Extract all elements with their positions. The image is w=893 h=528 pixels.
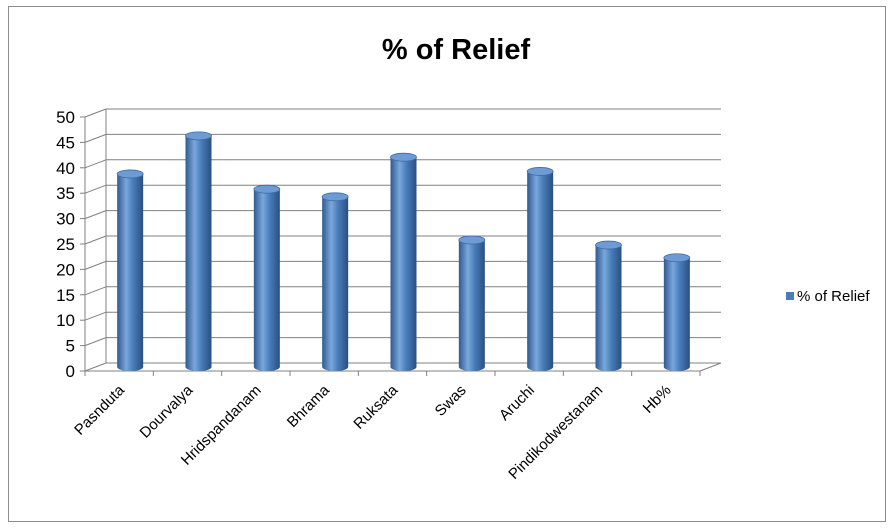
chart-frame: % of Relief 0 5 10 15 20 25 30 35 40 45 50 Pasnduta… <box>8 6 886 522</box>
x-tick-label: Swas <box>432 382 470 420</box>
chart-title: % of Relief <box>382 34 531 66</box>
x-tick-label: Dourvalya <box>137 381 197 441</box>
bar <box>116 169 144 371</box>
y-tick-label: 45 <box>56 133 75 152</box>
y-tick-label: 5 <box>66 337 75 356</box>
side-gridline <box>84 362 107 372</box>
bar-body <box>663 257 690 371</box>
bar-body <box>185 135 212 371</box>
bar <box>663 253 691 371</box>
bar-body <box>390 157 417 371</box>
y-tick-label: 50 <box>56 108 75 127</box>
side-gridline <box>84 337 107 347</box>
y-tick-label: 40 <box>56 159 75 178</box>
bar-top <box>458 235 486 245</box>
side-gridline <box>84 235 107 245</box>
bar-body <box>458 240 485 371</box>
side-gridline <box>84 286 107 296</box>
y-tick-label: 25 <box>56 235 75 254</box>
bar <box>526 167 554 371</box>
side-gridline <box>84 311 107 321</box>
x-tick-label: Hb% <box>640 382 675 417</box>
y-tick-label: 0 <box>66 362 75 381</box>
side-gridline <box>84 184 107 194</box>
bar-body <box>527 171 554 371</box>
y-tick-label: 10 <box>56 311 75 330</box>
side-gridline <box>84 159 107 169</box>
y-tick-label: 30 <box>56 210 75 229</box>
bar <box>595 240 622 371</box>
side-gridline <box>84 108 107 118</box>
y-tick-label: 15 <box>56 286 75 305</box>
y-tick-label: 35 <box>56 184 75 203</box>
bar-top <box>185 131 212 141</box>
axis-layer <box>80 116 722 376</box>
side-gridline <box>84 210 107 220</box>
x-tick-label: Ruksata <box>350 381 401 432</box>
bar-top <box>321 192 349 202</box>
bar <box>253 184 281 371</box>
x-tick-label: Pasnduta <box>71 381 128 438</box>
side-gridline <box>84 260 107 270</box>
bar-top <box>253 184 281 194</box>
bar <box>321 192 349 371</box>
bar-top <box>116 169 144 179</box>
legend: % of Relief <box>786 288 870 305</box>
bar-body <box>322 196 349 371</box>
side-gridline <box>84 133 107 143</box>
bar <box>458 235 486 371</box>
chart-svg: % of Relief 0 5 10 15 20 25 30 35 40 45 50 Pasnduta… <box>56 34 870 483</box>
bar-body <box>253 189 280 371</box>
y-tick-label: 20 <box>56 260 75 279</box>
x-tick-label: Bhrama <box>284 381 334 431</box>
bar <box>390 152 417 371</box>
legend-label: % of Relief <box>797 288 870 305</box>
legend-swatch <box>786 292 794 300</box>
floor-edge <box>699 362 722 372</box>
bar-top <box>390 152 417 162</box>
bar-top <box>526 167 554 176</box>
bar-top <box>663 253 691 263</box>
bar-top <box>595 240 622 250</box>
bar-body <box>117 173 144 371</box>
bar <box>185 131 212 371</box>
x-tick-label: Aruchi <box>496 382 538 424</box>
bar-body <box>595 245 622 371</box>
bar-layer <box>116 131 691 371</box>
